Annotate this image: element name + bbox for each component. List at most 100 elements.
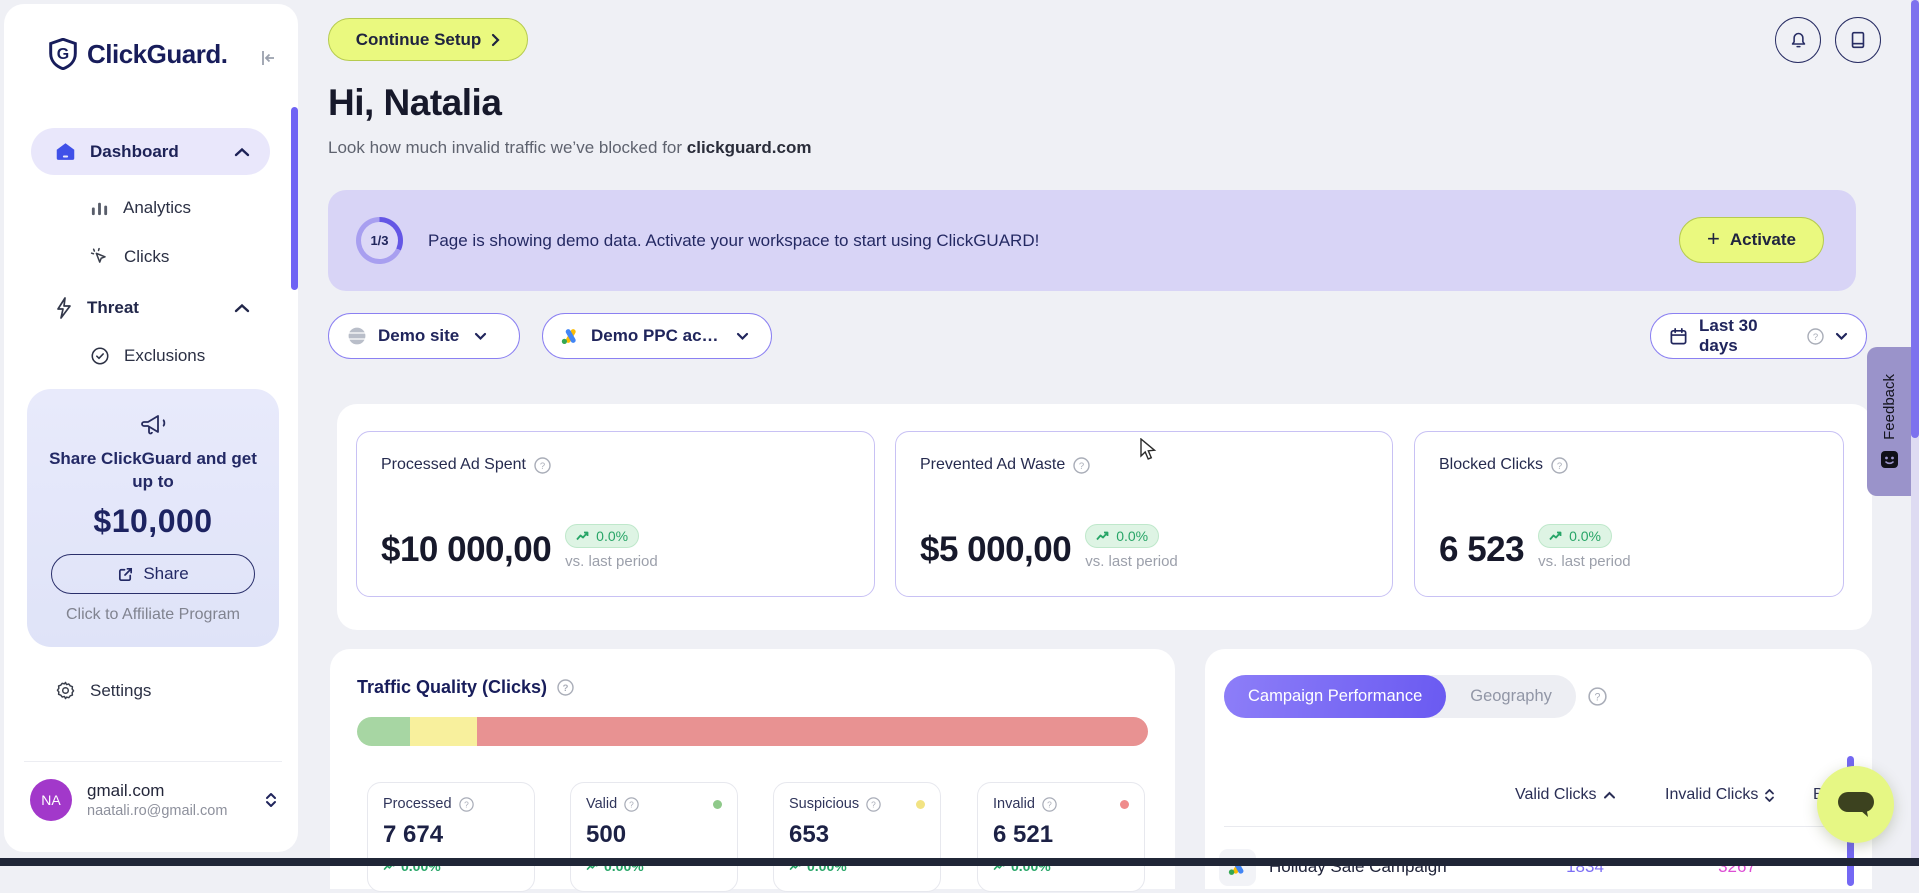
feedback-tab[interactable]: Feedback <box>1867 347 1912 496</box>
sidebar-item-clicks[interactable]: Clicks <box>90 235 169 279</box>
traffic-segment-invalid <box>477 717 1148 746</box>
svg-text:?: ? <box>629 799 634 809</box>
site-selector[interactable]: Demo site <box>328 313 520 359</box>
sidebar-item-threat[interactable]: Threat <box>55 286 270 330</box>
stat-value: $10 000,00 <box>381 530 552 569</box>
chat-widget-button[interactable] <box>1817 766 1894 843</box>
badge-check-icon <box>90 346 110 366</box>
feedback-label: Feedback <box>1881 374 1898 440</box>
stat-delta-caption: vs. last period <box>565 553 658 570</box>
column-header-invalid-clicks[interactable]: Invalid Clicks <box>1665 786 1775 804</box>
bar-chart-icon <box>90 199 109 218</box>
app-logo[interactable]: G ClickGuard. <box>48 38 228 70</box>
stat-value: 6 523 <box>1439 530 1525 569</box>
stat-label: Prevented Ad Waste <box>920 456 1066 473</box>
continue-setup-button[interactable]: Continue Setup <box>328 18 528 61</box>
stat-card-blocked-clicks: Blocked Clicks ? 6 523 0.0% vs. last per… <box>1414 431 1844 597</box>
divider <box>24 761 282 762</box>
metric-value: 7 674 <box>383 821 444 848</box>
tab-campaign-performance[interactable]: Campaign Performance <box>1224 675 1447 718</box>
traffic-metric-processed: Processed ? 7 674 0.00% <box>367 782 535 892</box>
account-name: gmail.com <box>87 781 165 800</box>
help-icon[interactable]: ? <box>534 456 551 474</box>
svg-text:?: ? <box>1594 691 1600 703</box>
sidebar-scrollbar[interactable] <box>291 107 298 290</box>
bell-icon <box>1788 30 1809 51</box>
metric-label: Valid <box>586 796 618 812</box>
svg-text:?: ? <box>1557 461 1562 472</box>
setup-progress-ring: 1/3 <box>356 217 403 264</box>
google-ads-icon <box>561 328 580 345</box>
stat-delta-caption: vs. last period <box>1538 553 1631 570</box>
share-card-amount: $10,000 <box>93 503 213 539</box>
help-icon[interactable]: ? <box>624 796 639 812</box>
stat-value: $5 000,00 <box>920 530 1072 569</box>
stat-delta: 0.0% <box>596 528 629 544</box>
sidebar-item-label: Settings <box>90 680 152 700</box>
help-icon[interactable]: ? <box>1073 456 1090 474</box>
sidebar-item-exclusions[interactable]: Exclusions <box>90 334 205 378</box>
chevron-up-icon <box>234 147 250 157</box>
chevron-down-icon <box>736 332 749 341</box>
sidebar-item-label: Exclusions <box>124 346 206 365</box>
sort-icon <box>1764 788 1775 803</box>
metric-label: Suspicious <box>789 796 860 812</box>
ppc-account-selector[interactable]: Demo PPC ac… <box>542 313 772 359</box>
help-icon[interactable]: ? <box>458 796 474 812</box>
stat-label: Blocked Clicks <box>1439 456 1544 473</box>
affiliate-share-card[interactable]: Share ClickGuard and get up to $10,000 S… <box>27 389 279 647</box>
sidebar-item-label: Clicks <box>124 247 170 266</box>
cursor-click-icon <box>90 247 110 267</box>
page-title: Hi, Natalia <box>328 82 502 123</box>
svg-text:?: ? <box>1813 332 1818 343</box>
account-switcher[interactable]: NA gmail.com naatali.ro@gmail.com <box>30 779 278 821</box>
page-scrollbar-thumb[interactable] <box>1911 0 1919 438</box>
knowledge-base-button[interactable] <box>1835 17 1881 63</box>
share-button[interactable]: Share <box>51 554 255 594</box>
home-icon <box>55 141 76 162</box>
metric-value: 500 <box>586 821 627 848</box>
chevron-right-icon <box>491 33 500 47</box>
help-icon[interactable]: ? <box>1042 796 1057 812</box>
svg-text:?: ? <box>563 683 569 694</box>
traffic-quality-bar <box>357 717 1148 746</box>
stat-card-processed-ad-spent: Processed Ad Spent ? $10 000,00 0.0% vs.… <box>356 431 875 597</box>
stats-panel: Processed Ad Spent ? $10 000,00 0.0% vs.… <box>337 404 1872 630</box>
tab-geography[interactable]: Geography <box>1446 687 1576 706</box>
table-row[interactable]: Holiday Sale Campaign 1834 3267 <box>1219 841 1839 893</box>
traffic-quality-title: Traffic Quality (Clicks) <box>357 677 548 697</box>
date-range-selector[interactable]: Last 30 days ? <box>1650 313 1867 359</box>
stat-label: Processed Ad Spent <box>381 456 526 473</box>
sidebar-item-label: Dashboard <box>90 141 179 161</box>
stat-delta: 0.0% <box>1116 528 1149 544</box>
traffic-metric-valid: Valid ? 500 0.00% <box>570 782 738 892</box>
external-link-icon <box>117 566 134 583</box>
sidebar-item-analytics[interactable]: Analytics <box>90 186 191 230</box>
window-edge <box>0 858 1919 866</box>
activate-button[interactable]: + Activate <box>1679 217 1824 263</box>
share-button-label: Share <box>143 564 189 583</box>
share-card-text: Share ClickGuard and get up to <box>49 449 257 491</box>
demo-data-banner: 1/3 Page is showing demo data. Activate … <box>328 190 1856 291</box>
tab-label: Campaign Performance <box>1248 687 1423 705</box>
page-scrollbar[interactable] <box>1911 0 1919 866</box>
traffic-metric-invalid: Invalid ? 6 521 0.00% <box>977 782 1145 892</box>
sidebar-collapse-icon[interactable] <box>256 46 282 72</box>
continue-setup-label: Continue Setup <box>355 29 482 49</box>
help-icon[interactable]: ? <box>1588 687 1607 706</box>
date-range-value: Last 30 days <box>1699 316 1758 355</box>
site-domain: clickguard.com <box>686 138 812 157</box>
sort-asc-icon <box>1603 791 1616 799</box>
avatar: NA <box>30 779 72 821</box>
chevron-down-icon <box>1835 332 1848 341</box>
notifications-button[interactable] <box>1775 17 1821 63</box>
metric-value: 6 521 <box>993 821 1054 848</box>
sidebar-item-dashboard[interactable]: Dashboard <box>31 128 270 175</box>
column-header-valid-clicks[interactable]: Valid Clicks <box>1515 786 1616 804</box>
help-icon[interactable]: ? <box>1551 456 1568 474</box>
help-icon[interactable]: ? <box>866 796 881 812</box>
help-icon[interactable]: ? <box>557 679 574 696</box>
sidebar-item-settings[interactable]: Settings <box>55 680 151 701</box>
google-ads-icon <box>1219 848 1256 886</box>
help-icon[interactable]: ? <box>1807 327 1824 345</box>
